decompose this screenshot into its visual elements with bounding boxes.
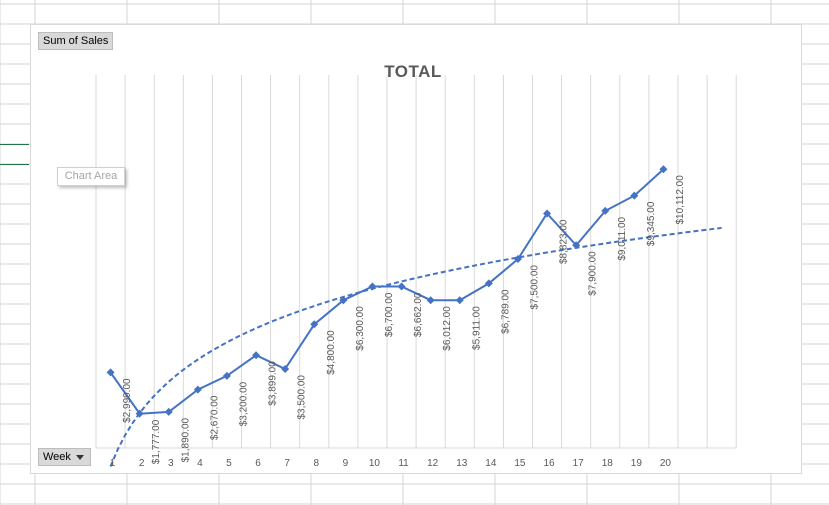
data-point-marker: [601, 206, 610, 215]
data-label: $9,345.00: [646, 201, 657, 246]
x-tick-label: 9: [343, 458, 349, 469]
sum-of-sales-field-button[interactable]: Sum of Sales: [38, 32, 114, 50]
series-line: [109, 168, 665, 415]
data-label: $10,112.00: [675, 175, 686, 225]
data-label: $1,890.00: [180, 417, 191, 462]
x-tick-label: 3: [168, 458, 174, 469]
data-label: $3,200.00: [239, 381, 250, 426]
chart-title[interactable]: TOTAL: [384, 62, 442, 81]
data-label: $6,662.00: [413, 292, 424, 337]
x-tick-label: 2: [139, 458, 145, 469]
sum-of-sales-label: Sum of Sales: [43, 35, 109, 47]
x-tick-label: 14: [485, 458, 497, 469]
x-tick-label: 10: [369, 458, 381, 469]
data-label: $5,911.00: [471, 306, 482, 350]
data-label: $7,900.00: [588, 251, 599, 296]
data-point-marker: [572, 241, 581, 250]
data-label: $2,670.00: [209, 395, 220, 440]
data-point-marker: [543, 209, 552, 218]
data-label: $9,011.00: [617, 216, 628, 260]
data-point-marker: [659, 165, 668, 174]
x-tick-label: 17: [573, 458, 585, 469]
x-tick-label: 11: [398, 458, 409, 469]
data-point-marker: [484, 279, 493, 288]
selected-row-marker-top: [0, 144, 29, 145]
x-tick-label: 18: [602, 458, 614, 469]
x-tick-label: 13: [456, 458, 468, 469]
week-field-button[interactable]: Week: [38, 448, 91, 466]
data-point-marker: [339, 296, 348, 305]
data-point-marker: [630, 191, 639, 200]
data-label: $8,823.00: [559, 219, 570, 264]
x-tick-label: 20: [660, 458, 672, 469]
data-point-marker: [106, 368, 115, 377]
x-tick-label: 15: [514, 458, 526, 469]
data-label: $6,700.00: [384, 292, 395, 337]
x-tick-label: 6: [255, 458, 261, 469]
x-tick-label: 7: [284, 458, 290, 469]
selected-row-marker-bottom: [0, 164, 29, 165]
x-tick-label: 1: [110, 458, 116, 469]
x-tick-label: 4: [197, 458, 203, 469]
week-label: Week: [43, 451, 71, 463]
chart-area-tooltip: Chart Area: [57, 167, 125, 186]
data-label: $3,500.00: [297, 375, 308, 420]
data-point-marker: [222, 371, 231, 380]
data-point-marker: [368, 282, 377, 291]
data-point-marker: [426, 296, 435, 305]
data-point-marker: [193, 385, 202, 394]
x-tick-label: 16: [543, 458, 555, 469]
data-point-marker: [135, 409, 144, 418]
data-point-marker: [397, 282, 406, 291]
x-tick-label: 19: [631, 458, 643, 469]
data-label: $3,899.00: [268, 361, 279, 406]
data-point-marker: [252, 351, 261, 360]
data-label: $6,789.00: [500, 289, 511, 334]
data-point-marker: [164, 407, 173, 416]
data-label: $1,777.00: [151, 419, 162, 464]
x-tick-label: 12: [427, 458, 439, 469]
data-label: $6,012.00: [442, 306, 453, 351]
data-point-marker: [281, 364, 290, 373]
data-point-marker: [513, 255, 522, 263]
data-label: $4,800.00: [326, 330, 337, 375]
data-point-marker: [310, 320, 319, 329]
data-label: $7,500.00: [530, 265, 541, 310]
data-label: $2,999.00: [122, 378, 133, 423]
x-tick-label: 5: [226, 458, 232, 469]
data-label: $6,300.00: [355, 306, 366, 351]
data-point-marker: [455, 296, 464, 305]
chevron-down-icon: [75, 454, 84, 460]
x-tick-label: 8: [313, 458, 319, 469]
